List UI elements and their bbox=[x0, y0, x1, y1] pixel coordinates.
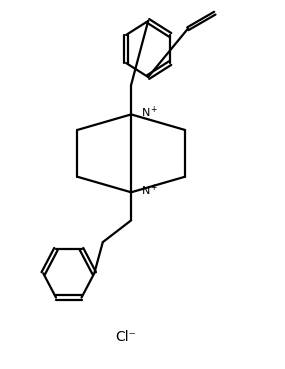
Text: N$^+$: N$^+$ bbox=[141, 183, 159, 199]
Text: Cl⁻: Cl⁻ bbox=[115, 330, 136, 344]
Text: N$^+$: N$^+$ bbox=[141, 105, 159, 121]
